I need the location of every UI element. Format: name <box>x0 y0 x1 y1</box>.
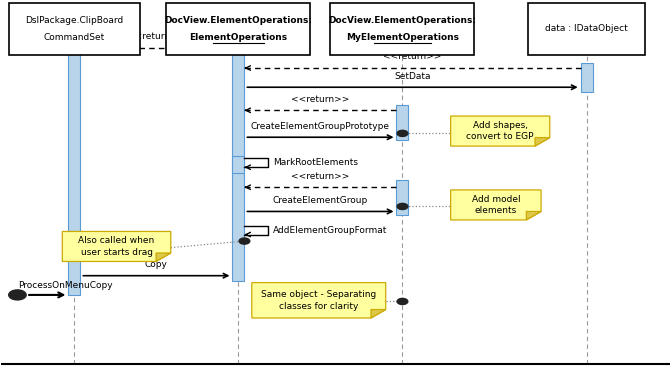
Text: DocView.ElementOperations:: DocView.ElementOperations: <box>164 15 313 25</box>
Text: CreateElementGroupPrototype: CreateElementGroupPrototype <box>251 122 390 131</box>
Text: ElementOperations: ElementOperations <box>189 32 287 42</box>
Text: DslPackage.ClipBoard: DslPackage.ClipBoard <box>25 15 123 25</box>
Circle shape <box>397 298 408 305</box>
Bar <box>580 63 592 92</box>
Bar <box>331 3 474 54</box>
Bar <box>232 54 244 281</box>
Text: Same object - Separating
classes for clarity: Same object - Separating classes for cla… <box>261 290 376 311</box>
Polygon shape <box>535 138 550 146</box>
Circle shape <box>9 290 26 300</box>
Text: ProcessOnMenuCopy: ProcessOnMenuCopy <box>18 281 113 290</box>
Text: <<return>>: <<return>> <box>127 32 186 41</box>
Text: AddElementGroupFormat: AddElementGroupFormat <box>273 225 388 235</box>
Polygon shape <box>252 283 386 318</box>
Circle shape <box>239 238 250 244</box>
Polygon shape <box>451 190 541 220</box>
Circle shape <box>397 203 408 210</box>
Text: Add model
elements: Add model elements <box>472 195 520 215</box>
Bar <box>68 41 81 295</box>
Text: Add shapes,
convert to EGP: Add shapes, convert to EGP <box>466 121 534 142</box>
Bar <box>397 105 409 140</box>
Text: MyElementOperations: MyElementOperations <box>346 32 459 42</box>
Text: Copy: Copy <box>145 260 168 269</box>
Circle shape <box>397 130 408 137</box>
Polygon shape <box>371 310 386 318</box>
Bar <box>528 3 646 54</box>
Bar <box>166 3 311 54</box>
Bar <box>232 156 244 173</box>
Text: MarkRootElements: MarkRootElements <box>273 158 358 167</box>
Polygon shape <box>62 232 171 261</box>
Bar <box>397 179 409 215</box>
Text: Also called when
user starts drag: Also called when user starts drag <box>79 236 154 257</box>
Bar <box>9 3 140 54</box>
Text: SetData: SetData <box>395 72 431 81</box>
Text: CreateElementGroup: CreateElementGroup <box>273 196 368 205</box>
Text: <<return>>: <<return>> <box>291 172 350 181</box>
Polygon shape <box>451 116 550 146</box>
Text: <<return>>: <<return>> <box>383 52 442 61</box>
Text: data : IDataObject: data : IDataObject <box>546 24 628 33</box>
Polygon shape <box>156 253 171 261</box>
Text: CommandSet: CommandSet <box>44 32 105 42</box>
Text: DocView.ElementOperations:: DocView.ElementOperations: <box>329 15 476 25</box>
Polygon shape <box>526 212 541 220</box>
Text: <<return>>: <<return>> <box>291 95 350 104</box>
